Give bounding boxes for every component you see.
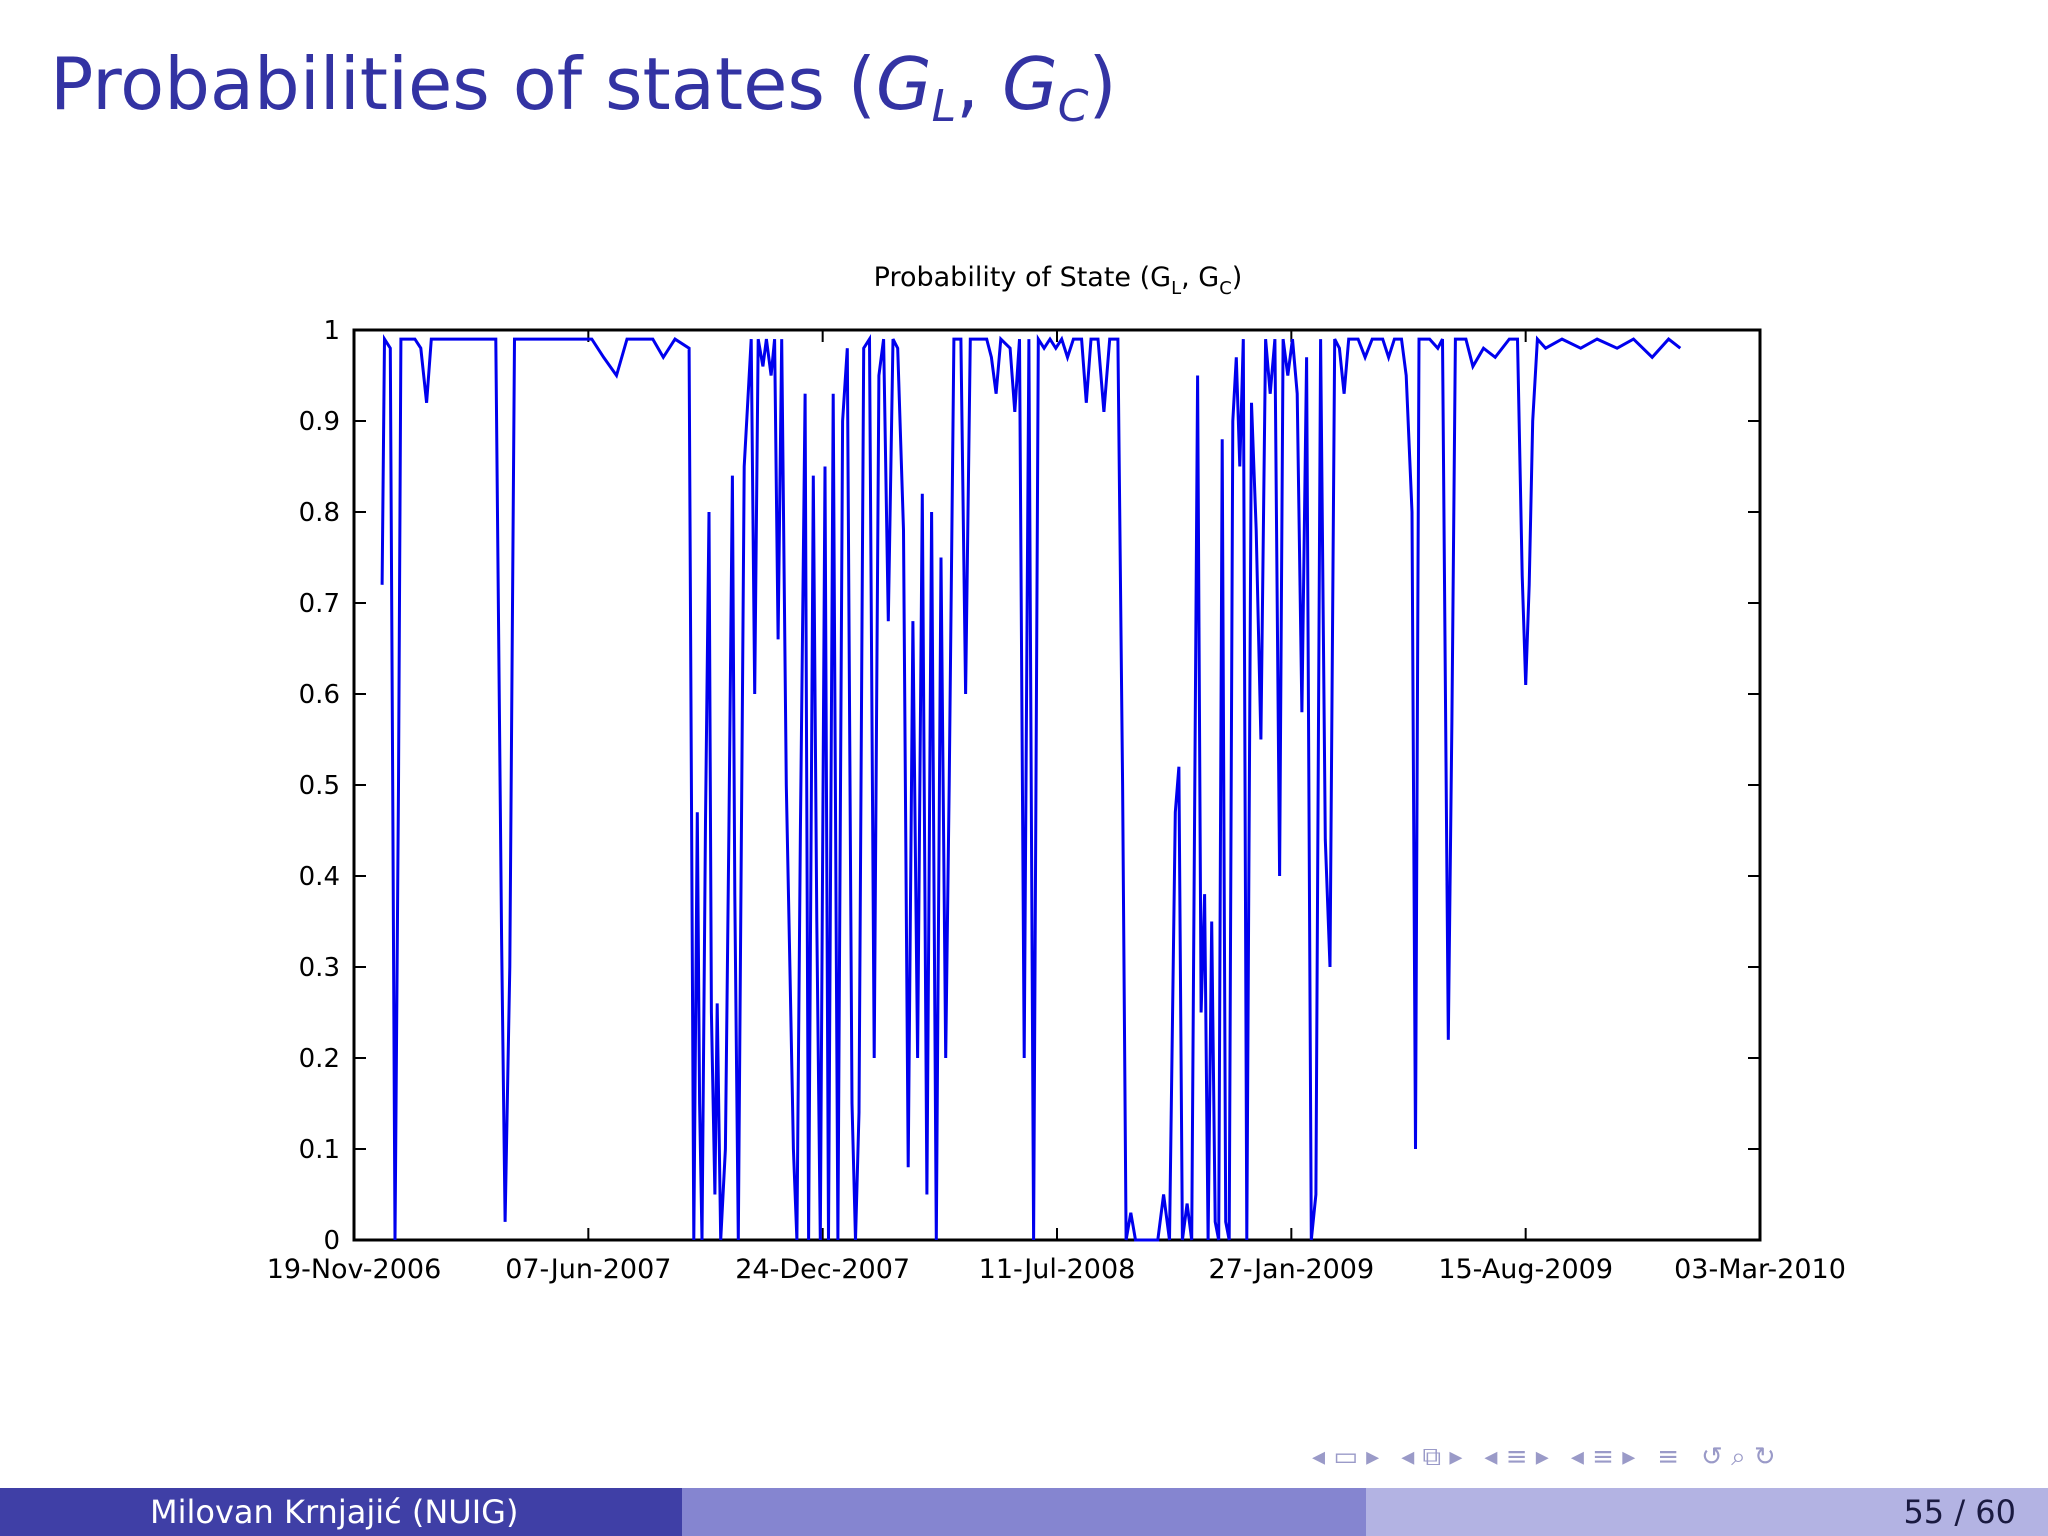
nav-section-icon[interactable]: ◂ ≡ ▸	[1484, 1442, 1549, 1472]
title-suffix: )	[1088, 42, 1117, 126]
y-tick-label: 0	[323, 1226, 340, 1256]
x-tick-label: 24-Dec-2007	[735, 1254, 910, 1285]
title-separator: ,	[956, 42, 1002, 126]
nav-frame-icon[interactable]: ◂ ⧉ ▸	[1401, 1441, 1463, 1472]
y-axis-ticks: 0 0.1 0.2 0.3 0.4 0.5 0.6 0.7 0.8 0.9 1	[299, 316, 1760, 1256]
title-g-l: GL	[875, 42, 957, 132]
y-tick-label: 0.3	[299, 953, 340, 983]
y-tick-label: 0.2	[299, 1044, 340, 1074]
y-tick-label: 1	[323, 316, 340, 346]
y-tick-label: 0.7	[299, 589, 340, 619]
footer-author: Milovan Krnjajić (NUIG)	[0, 1488, 682, 1536]
nav-subsection-icon[interactable]: ◂ ≡ ▸	[1570, 1442, 1636, 1472]
x-tick-label: 19-Nov-2006	[267, 1254, 442, 1285]
footer-middle	[682, 1488, 1366, 1536]
footer-page-number: 55 / 60	[1366, 1488, 2048, 1536]
chart-title: Probability of State (GL, GC)	[874, 262, 1243, 299]
y-tick-label: 0.6	[299, 680, 340, 710]
nav-toc-icon[interactable]: ≡	[1657, 1442, 1680, 1472]
plot-frame	[352, 328, 1762, 1242]
x-tick-label: 27-Jan-2009	[1208, 1254, 1374, 1285]
y-tick-label: 0.1	[299, 1135, 340, 1165]
probability-chart: Probability of State (GL, GC) 0 0.1 0.2 0.3…	[267, 262, 1846, 1285]
x-tick-label: 07-Jun-2007	[505, 1254, 671, 1285]
title-prefix: Probabilities of states (	[50, 42, 876, 126]
x-tick-label: 03-Mar-2010	[1674, 1254, 1846, 1285]
slide-title: Probabilities of states (GL, GC)	[50, 42, 1117, 132]
slide-footer: Milovan Krnjajić (NUIG) 55 / 60	[0, 1488, 2048, 1536]
x-tick-label: 15-Aug-2009	[1438, 1254, 1613, 1285]
y-tick-label: 0.4	[299, 862, 340, 892]
y-tick-label: 0.5	[299, 771, 340, 801]
x-axis-ticks: 19-Nov-2006 07-Jun-2007 24-Dec-2007 11-Jul-…	[267, 330, 1846, 1285]
y-tick-label: 0.8	[299, 498, 340, 528]
x-tick-label: 11-Jul-2008	[979, 1254, 1136, 1285]
beamer-navigation: ◂ ▭ ▸ ◂ ⧉ ▸ ◂ ≡ ▸ ◂ ≡ ▸ ≡ ↺ ⌕ ↻	[1312, 1440, 2032, 1474]
title-g-c: GC	[1001, 42, 1089, 132]
nav-first-icon[interactable]: ◂ ▭ ▸	[1312, 1442, 1380, 1472]
nav-search-icon[interactable]: ↺ ⌕ ↻	[1701, 1441, 1776, 1472]
y-tick-label: 0.9	[299, 407, 340, 437]
series-line	[380, 333, 1682, 1242]
